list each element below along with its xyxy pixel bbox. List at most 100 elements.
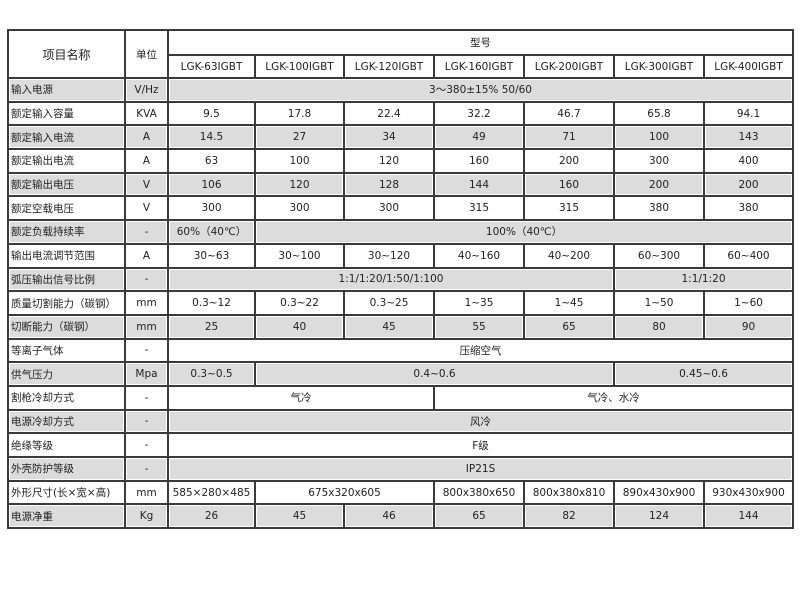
table-row: 绝缘等级 - F级 bbox=[7, 432, 795, 458]
row-label: 额定输出电压 bbox=[7, 171, 126, 198]
value-cell: 315 bbox=[433, 195, 525, 222]
value-cell: 63 bbox=[167, 148, 256, 174]
table-row: 额定输入容量 KVA 9.5 17.8 22.4 32.2 46.7 65.8 94.1 bbox=[7, 100, 795, 127]
value-cell: 22.4 bbox=[343, 100, 435, 127]
row-unit: KVA bbox=[124, 100, 169, 127]
value-cell: F级 bbox=[166, 432, 795, 458]
table-row: 割枪冷却方式 - 气冷 气冷、水冷 bbox=[7, 384, 795, 411]
row-label: 输出电流调节范围 bbox=[7, 242, 126, 269]
value-cell: 0.3~12 bbox=[167, 290, 256, 316]
value-cell: 200 bbox=[523, 148, 615, 174]
table-row: 弧压输出信号比例 -1:1/1:20/1:50/1:100 1:1/1:20 bbox=[7, 266, 795, 293]
value-cell: 800x380x650 bbox=[433, 479, 525, 506]
value-cell: 32.2 bbox=[433, 100, 525, 127]
header-unit: 单位 bbox=[124, 29, 169, 79]
row-label: 额定负载持续率 bbox=[7, 219, 126, 245]
row-unit: V bbox=[124, 171, 169, 198]
row-label: 供气压力 bbox=[7, 361, 126, 387]
value-cell: 30~120 bbox=[343, 242, 435, 269]
value-cell: 400 bbox=[702, 148, 795, 174]
value-cell: 60~300 bbox=[613, 242, 705, 269]
row-unit: mm bbox=[124, 479, 169, 506]
value-cell: 143 bbox=[702, 124, 795, 151]
row-label: 质量切割能力（碳钢） bbox=[7, 290, 126, 316]
value-cell: 3～380±15% 50/60 bbox=[166, 77, 795, 103]
row-label: 额定输入电流 bbox=[7, 124, 126, 151]
value-cell: 380 bbox=[613, 195, 705, 222]
row-unit: mm bbox=[124, 313, 169, 340]
table-row: 质量切割能力（碳钢） mm 0.3~12 0.3~22 0.3~25 1~35 1~45 1~… bbox=[7, 290, 795, 316]
row-unit: mm bbox=[124, 290, 169, 316]
row-unit: - bbox=[124, 384, 169, 411]
row-label: 外壳防护等级 bbox=[7, 456, 126, 482]
value-cell: 0.45~0.6 bbox=[612, 361, 795, 387]
value-cell: 124 bbox=[613, 503, 705, 530]
value-cell: 60~400 bbox=[702, 242, 795, 269]
value-cell: 40 bbox=[254, 313, 345, 340]
header-model: 型号 bbox=[166, 29, 795, 56]
value-cell: 300 bbox=[167, 195, 256, 222]
row-label: 电源净重 bbox=[7, 503, 126, 530]
header-row: 项目名称 单位 型号 bbox=[7, 29, 795, 79]
value-cell: 气冷 bbox=[167, 384, 435, 411]
value-cell: 930x430x900 bbox=[702, 479, 795, 506]
value-cell: 34 bbox=[343, 124, 435, 151]
model-row: LGK-63IGBT LGK-100IGBT LGK-120IGBT LGK-160I… bbox=[8, 54, 795, 79]
value-cell: 60%（40℃） bbox=[167, 219, 256, 245]
row-label: 切断能力（碳钢） bbox=[7, 313, 126, 340]
row-label: 弧压输出信号比例 bbox=[7, 266, 126, 293]
value-cell: 压缩空气 bbox=[166, 337, 795, 364]
value-cell: 160 bbox=[523, 171, 615, 198]
value-cell: 80 bbox=[613, 313, 705, 340]
value-cell: 315 bbox=[523, 195, 615, 222]
value-cell: 585×280×485 bbox=[167, 479, 256, 506]
value-cell: 0.4~0.6 bbox=[254, 361, 615, 387]
value-cell: 46 bbox=[343, 503, 435, 530]
value-cell: 45 bbox=[343, 313, 435, 340]
value-cell: 300 bbox=[343, 195, 435, 222]
value-cell: 65 bbox=[523, 313, 615, 340]
table-row: 额定空载电压 V 300 300 300 315 315 380 380 bbox=[7, 195, 795, 222]
value-cell: 100 bbox=[613, 124, 705, 151]
table-row: 外壳防护等级 - IP21S bbox=[7, 456, 795, 482]
model-header: LGK-120IGBT bbox=[343, 54, 435, 79]
value-cell: 40~200 bbox=[523, 242, 615, 269]
row-unit: - bbox=[124, 337, 169, 364]
table-row: 外形尺寸(长×宽×高) mm 585×280×485 675x320x605 800x3… bbox=[7, 479, 795, 506]
spec-table: 项目名称 单位 型号 LGK-63IGBT LGK-100IGBT LGK-120I… bbox=[7, 29, 795, 530]
table-row: 额定负载持续率 -60%（40℃） 100%（40℃） bbox=[7, 219, 795, 245]
row-label: 等离子气体 bbox=[7, 337, 126, 364]
row-label: 绝缘等级 bbox=[7, 432, 126, 458]
value-cell: 144 bbox=[702, 503, 795, 530]
value-cell: 100%（40℃） bbox=[253, 219, 795, 245]
value-cell: 30~100 bbox=[254, 242, 345, 269]
value-cell: 40~160 bbox=[433, 242, 525, 269]
value-cell: 30~63 bbox=[167, 242, 256, 269]
value-cell: 65.8 bbox=[613, 100, 705, 127]
value-cell: 气冷、水冷 bbox=[432, 384, 795, 411]
value-cell: 0.3~0.5 bbox=[167, 361, 256, 387]
value-cell: 1:1/1:20/1:50/1:100 bbox=[167, 266, 615, 293]
row-unit: A bbox=[124, 148, 169, 174]
value-cell: 55 bbox=[433, 313, 525, 340]
table-row: 额定输入电流 A 14.5 27 34 49 71 100 143 bbox=[7, 124, 795, 151]
value-cell: 9.5 bbox=[167, 100, 256, 127]
model-header: LGK-63IGBT bbox=[167, 54, 256, 79]
value-cell: 0.3~22 bbox=[254, 290, 345, 316]
value-cell: 65 bbox=[433, 503, 525, 530]
table-row: 切断能力（碳钢） mm 25 40 45 55 65 80 90 bbox=[7, 313, 795, 340]
value-cell: 71 bbox=[523, 124, 615, 151]
value-cell: 120 bbox=[254, 171, 345, 198]
table-row: 输入电源 V/Hz 3～380±15% 50/60 bbox=[7, 77, 795, 103]
value-cell: 160 bbox=[433, 148, 525, 174]
value-cell: 200 bbox=[702, 171, 795, 198]
value-cell: 94.1 bbox=[702, 100, 795, 127]
table-row: 等离子气体 - 压缩空气 bbox=[7, 337, 795, 364]
value-cell: 0.3~25 bbox=[343, 290, 435, 316]
value-cell: 1~45 bbox=[523, 290, 615, 316]
model-header: LGK-400IGBT bbox=[702, 54, 795, 79]
row-unit: V/Hz bbox=[124, 77, 169, 103]
value-cell: 890x430x900 bbox=[613, 479, 705, 506]
row-label: 额定输入容量 bbox=[7, 100, 126, 127]
row-unit: V bbox=[124, 195, 169, 222]
